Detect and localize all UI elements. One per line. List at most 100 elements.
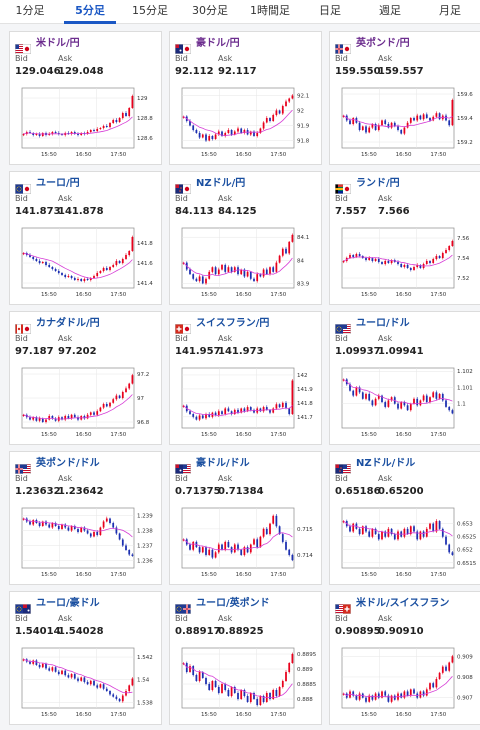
candle-body (448, 544, 451, 553)
candle (86, 528, 89, 535)
pair-name-link[interactable]: 英ポンド/円 (356, 38, 410, 49)
pair-name-link[interactable]: ユーロ/ドル (356, 318, 410, 329)
candle-body (243, 690, 246, 696)
candle-body (35, 417, 38, 421)
rate-card[interactable]: スイスフラン/円 Bid Ask 141.957 141.973 142 141.9 141.… (169, 311, 322, 445)
candle-body (262, 122, 265, 129)
x-tick-label: 17:50 (430, 712, 446, 718)
candle-body (377, 259, 380, 262)
pair-name-link[interactable]: ランド/円 (356, 178, 400, 189)
rate-card[interactable]: ユーロ/英ポンド Bid Ask 0.88917 0.88925 0.8895 0.889 0… (169, 591, 322, 725)
candle (32, 659, 35, 666)
tab-6[interactable]: 日足 (319, 4, 341, 17)
candle (205, 545, 207, 557)
candle-body (429, 523, 431, 529)
candle (246, 694, 249, 703)
candle (409, 688, 412, 698)
candlestick-chart: 1.239 1.238 1.237 1.236 15:50 16:50 17:50 (21, 507, 153, 578)
flag-nz-jp-icon (175, 179, 191, 194)
candle-body (406, 405, 409, 411)
candle (249, 692, 252, 704)
candle (249, 130, 252, 136)
rate-card[interactable]: 豪ドル/円 Bid Ask 92.112 92.117 92.1 92 91.9 91.8 15:… (169, 31, 322, 165)
candle-body (432, 259, 435, 263)
candle-body (121, 539, 124, 546)
candle (99, 406, 102, 413)
x-tick-label: 16:50 (76, 152, 92, 158)
candle-body (201, 672, 204, 678)
card-header: ユーロ/円 (15, 177, 158, 194)
rate-card[interactable]: ユーロ/豪ドル Bid Ask 1.54014 1.54028 1.542 1.54 1.53… (9, 591, 162, 725)
y-tick-label: 1.102 (457, 369, 473, 375)
candle-body (400, 130, 403, 134)
x-tick-label: 15:50 (361, 572, 377, 578)
candle-body (121, 259, 124, 263)
x-tick-label: 16:50 (236, 432, 252, 438)
rate-card[interactable]: カナダドル/円 Bid Ask 97.187 97.202 97.2 97 96.8 15:50… (9, 311, 162, 445)
pair-name-link[interactable]: カナダドル/円 (36, 318, 100, 329)
candle-body (342, 379, 345, 381)
ask-value: 159.557 (378, 66, 424, 77)
candle (403, 263, 406, 269)
pair-name-link[interactable]: ユーロ/英ポンド (196, 598, 270, 609)
rate-card[interactable]: ユーロ/ドル Bid Ask 1.09937 1.09941 1.102 1.101 1.1 1… (329, 311, 480, 445)
rate-card[interactable]: ランド/円 Bid Ask 7.557 7.566 7.56 7.54 7.52 15:50 16… (329, 171, 480, 305)
tab-4[interactable]: 30分足 (192, 4, 228, 17)
rate-card[interactable]: 英ポンド/ドル Bid Ask 1.23632 1.23642 1.239 1.238 1.2… (9, 451, 162, 585)
rate-card[interactable]: NZドル/ドル Bid Ask 0.65186 0.65200 0.653 0.6525 0.… (329, 451, 480, 585)
candle (237, 408, 239, 415)
candle-body (246, 271, 249, 277)
candle (112, 263, 115, 268)
candle (35, 415, 38, 422)
moving-average-line (23, 518, 133, 538)
candle (400, 401, 403, 410)
tab-8[interactable]: 月足 (439, 4, 461, 17)
pair-name-link[interactable]: NZドル/円 (196, 178, 246, 189)
rate-card-grid: 米ドル/円 Bid Ask 129.046 129.048 129 128.8 128.6 15… (9, 31, 480, 725)
candle-body (99, 407, 102, 412)
y-tick-label: 1.538 (137, 700, 153, 706)
pair-name-link[interactable]: 米ドル/円 (36, 38, 80, 49)
rate-card[interactable]: 豪ドル/ドル Bid Ask 0.71375 0.71384 0.715 0.714 15:5… (169, 451, 322, 585)
pair-name-link[interactable]: 豪ドル/ドル (196, 458, 250, 469)
candle-body (368, 393, 371, 401)
candle-body (115, 261, 118, 265)
tab-2[interactable]: 5分足 (60, 0, 120, 24)
candle-body (249, 131, 252, 135)
candle (288, 240, 291, 255)
candle-body (365, 258, 367, 260)
pair-name-link[interactable]: ユーロ/豪ドル (36, 598, 100, 609)
y-tick-label: 0.6515 (457, 561, 477, 567)
rate-card[interactable]: 英ポンド/円 Bid Ask 159.550 159.557 159.6 159.4 159.… (329, 31, 480, 165)
candle-body (29, 661, 31, 664)
candle-body (265, 407, 268, 410)
candle-body (259, 408, 262, 412)
candle-body (262, 407, 265, 412)
candle-body (118, 261, 121, 263)
candle-body (387, 124, 390, 128)
rate-card[interactable]: 米ドル/円 Bid Ask 129.046 129.048 129 128.8 128.6 15… (9, 31, 162, 165)
rate-card[interactable]: NZドル/円 Bid Ask 84.113 84.125 84.1 84 83.9 15:50 1… (169, 171, 322, 305)
candle-body (393, 695, 396, 700)
pair-name-link[interactable]: スイスフラン/円 (196, 318, 270, 329)
x-tick-label: 17:50 (430, 572, 446, 578)
pair-name-link[interactable]: 英ポンド/ドル (36, 458, 100, 469)
tab-1[interactable]: 1分足 (15, 4, 45, 17)
tab-5[interactable]: 1時間足 (250, 4, 290, 17)
rate-card[interactable]: 米ドル/スイスフラン Bid Ask 0.90895 0.90910 0.909 0.908… (329, 591, 480, 725)
rate-card[interactable]: ユーロ/円 Bid Ask 141.873 141.878 141.8 141.6 141.4… (9, 171, 162, 305)
candle-body (441, 666, 444, 673)
candle-body (451, 410, 454, 414)
candle-body (105, 268, 108, 270)
tab-7[interactable]: 週足 (379, 4, 401, 17)
candle-body (109, 518, 111, 523)
bid-value: 159.550 (335, 66, 381, 77)
pair-name-link[interactable]: 豪ドル/円 (196, 38, 240, 49)
pair-name-link[interactable]: NZドル/ドル (356, 458, 416, 469)
tab-3[interactable]: 15分足 (132, 4, 168, 17)
pair-name-link[interactable]: 米ドル/スイスフラン (356, 598, 450, 609)
candle (109, 266, 111, 272)
candle (278, 403, 281, 408)
candle-body (416, 115, 419, 121)
pair-name-link[interactable]: ユーロ/円 (36, 178, 80, 189)
